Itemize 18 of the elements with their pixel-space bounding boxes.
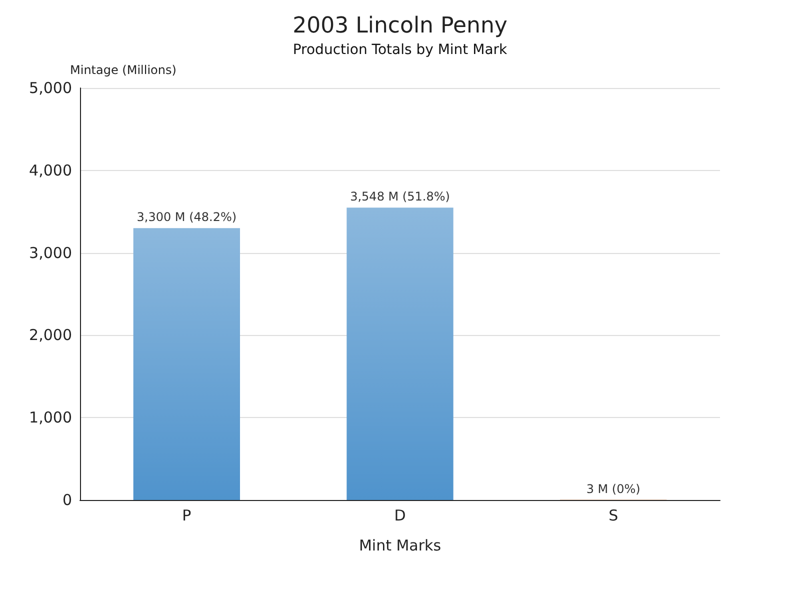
x-tick-label: P [182, 506, 192, 524]
data-label: 3,548 M (51.8%) [350, 190, 450, 204]
data-label: 3,300 M (48.2%) [136, 210, 237, 224]
x-tick-label: S [608, 506, 618, 524]
bar [133, 228, 240, 500]
y-tick-label: 3,000 [29, 244, 72, 262]
y-axis-title: Mintage (Millions) [70, 63, 176, 77]
y-tick-label: 4,000 [29, 161, 72, 180]
bar [346, 208, 454, 500]
x-tick-label: D [394, 506, 406, 524]
chart-title: 2003 Lincoln Penny [292, 14, 508, 38]
x-axis-title: Mint Marks [358, 536, 442, 554]
y-tick-label: 2,000 [29, 326, 72, 344]
y-tick-label: 1,000 [29, 408, 72, 427]
y-tick-label: 5,000 [29, 79, 72, 97]
y-tick-label: 0 [62, 491, 72, 509]
chart-subtitle: Production Totals by Mint Mark [292, 42, 508, 58]
data-label: 3 M (0%) [586, 482, 640, 496]
